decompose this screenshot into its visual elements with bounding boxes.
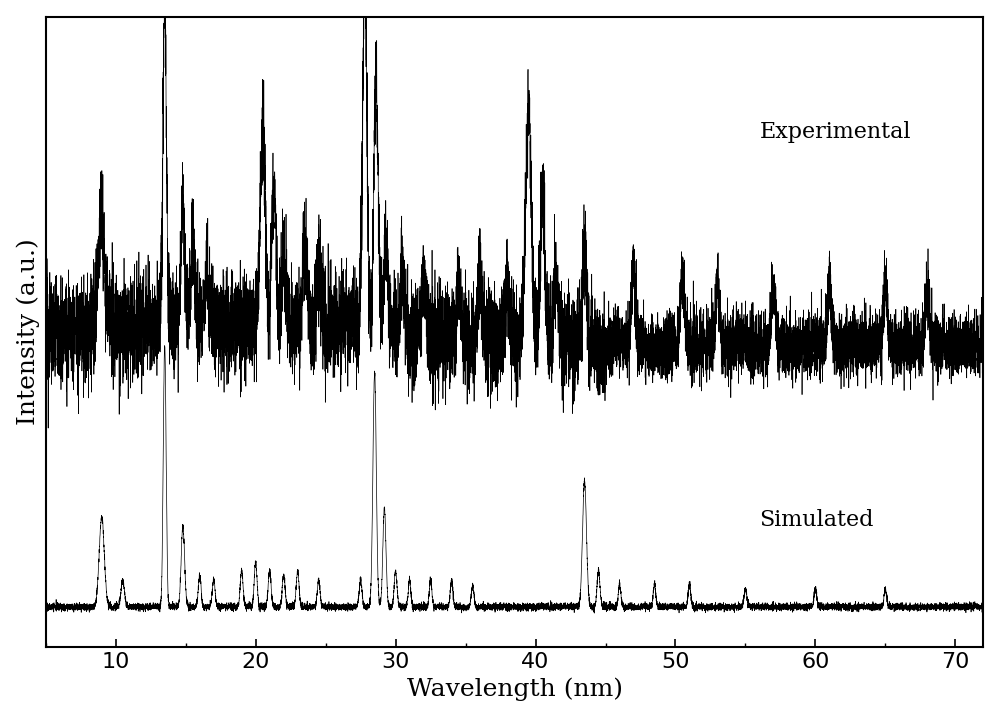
Y-axis label: Intensity (a.u.): Intensity (a.u.) (17, 238, 40, 425)
Text: Experimental: Experimental (759, 121, 911, 144)
X-axis label: Wavelength (nm): Wavelength (nm) (407, 678, 623, 701)
Text: Simulated: Simulated (759, 509, 874, 531)
